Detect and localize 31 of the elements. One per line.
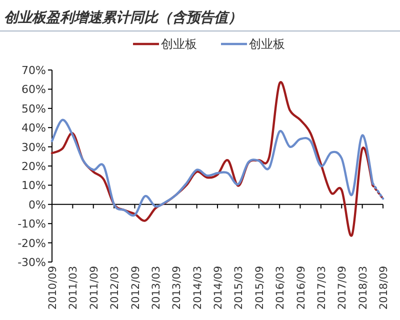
x-tick-label: 2016/03 — [274, 266, 287, 310]
y-tick-label: 70% — [22, 64, 46, 77]
x-tick-label: 2012/09 — [130, 266, 142, 310]
chart-title: 创业板盈利增速累计同比（含预告值） — [4, 10, 242, 26]
x-tick-label: 2011/09 — [88, 266, 100, 310]
x-tick-label: 2015/03 — [233, 266, 246, 310]
y-tick-label: -30% — [18, 256, 46, 269]
x-tick-label: 2018/09 — [378, 266, 390, 310]
x-tick-label: 2014/09 — [212, 266, 224, 310]
y-tick-label: 60% — [22, 83, 46, 96]
x-tick-label: 2013/09 — [171, 266, 184, 310]
legend-label: 创业板 — [249, 37, 285, 51]
x-tick-label: 2017/09 — [336, 266, 349, 310]
x-tick-label: 2014/03 — [192, 266, 204, 310]
x-tick-label: 2016/09 — [295, 266, 308, 310]
y-tick-label: 30% — [22, 140, 46, 154]
y-tick-label: 20% — [22, 160, 46, 173]
x-tick-label: 2013/03 — [150, 266, 162, 310]
y-tick-label: -10% — [18, 218, 46, 231]
x-tick-label: 2011/03 — [68, 266, 80, 310]
x-tick-label: 2010/09 — [47, 266, 59, 310]
y-tick-label: 10% — [22, 179, 46, 192]
y-tick-label: 0% — [28, 198, 46, 212]
y-tick-label: -20% — [18, 236, 46, 250]
x-tick-label: 2018/03 — [357, 266, 370, 310]
legend-label: 创业板 — [161, 37, 197, 51]
y-tick-label: 50% — [22, 102, 46, 116]
y-tick-label: 40% — [22, 122, 46, 135]
x-tick-label: 2012/03 — [109, 266, 122, 310]
x-tick-label: 2017/03 — [316, 266, 328, 310]
x-tick-label: 2015/09 — [254, 266, 266, 310]
